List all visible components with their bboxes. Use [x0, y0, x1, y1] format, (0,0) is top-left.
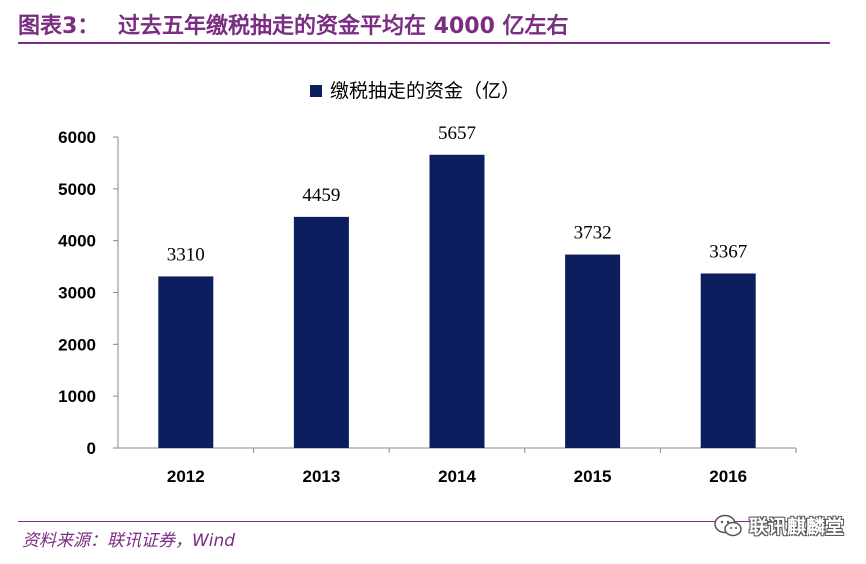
- x-tick-label-2014: 2014: [438, 467, 476, 486]
- footer-divider: [18, 521, 830, 522]
- watermark: 联讯麒麟堂: [713, 512, 844, 539]
- data-label-2013: 4459: [302, 185, 340, 206]
- bar-2012: [158, 276, 214, 448]
- source-note: 资料来源：联讯证券，Wind: [22, 531, 236, 551]
- bar-2016: [700, 273, 756, 448]
- x-tick-label-2016: 2016: [709, 467, 747, 486]
- header-divider: [18, 42, 830, 44]
- wechat-icon: [714, 514, 742, 536]
- data-label-2012: 3310: [167, 244, 205, 265]
- x-tick-label-2013: 2013: [302, 467, 340, 486]
- bar-chart: 缴税抽走的资金（亿） 0 1000 2000 3000 4000 5000 6000 3310 2…: [58, 80, 797, 486]
- y-tick-label: 5000: [58, 180, 96, 199]
- legend-label: 缴税抽走的资金（亿）: [330, 80, 520, 102]
- x-tick-label-2015: 2015: [574, 467, 612, 486]
- y-tick-label: 2000: [58, 335, 96, 354]
- figure-title: 过去五年缴税抽走的资金平均在 4000 亿左右: [118, 14, 569, 39]
- y-tick-label: 4000: [58, 232, 96, 251]
- bar-2013: [293, 216, 349, 448]
- data-label-2016: 3367: [709, 241, 747, 262]
- figure-header: 图表3： 过去五年缴税抽走的资金平均在 4000 亿左右: [18, 8, 830, 40]
- x-tick-label-2012: 2012: [167, 467, 205, 486]
- data-label-2014: 5657: [438, 123, 476, 144]
- bar-2015: [565, 254, 621, 448]
- bar-2014: [429, 154, 485, 448]
- legend-swatch: [310, 85, 322, 97]
- data-label-2015: 3732: [574, 223, 612, 244]
- figure-label: 图表3：: [18, 14, 100, 39]
- watermark-text: 联讯麒麟堂: [748, 516, 844, 538]
- y-tick-label: 0: [87, 439, 96, 458]
- y-tick-label: 6000: [58, 128, 96, 147]
- y-tick-label: 1000: [58, 387, 96, 406]
- y-tick-label: 3000: [58, 284, 96, 303]
